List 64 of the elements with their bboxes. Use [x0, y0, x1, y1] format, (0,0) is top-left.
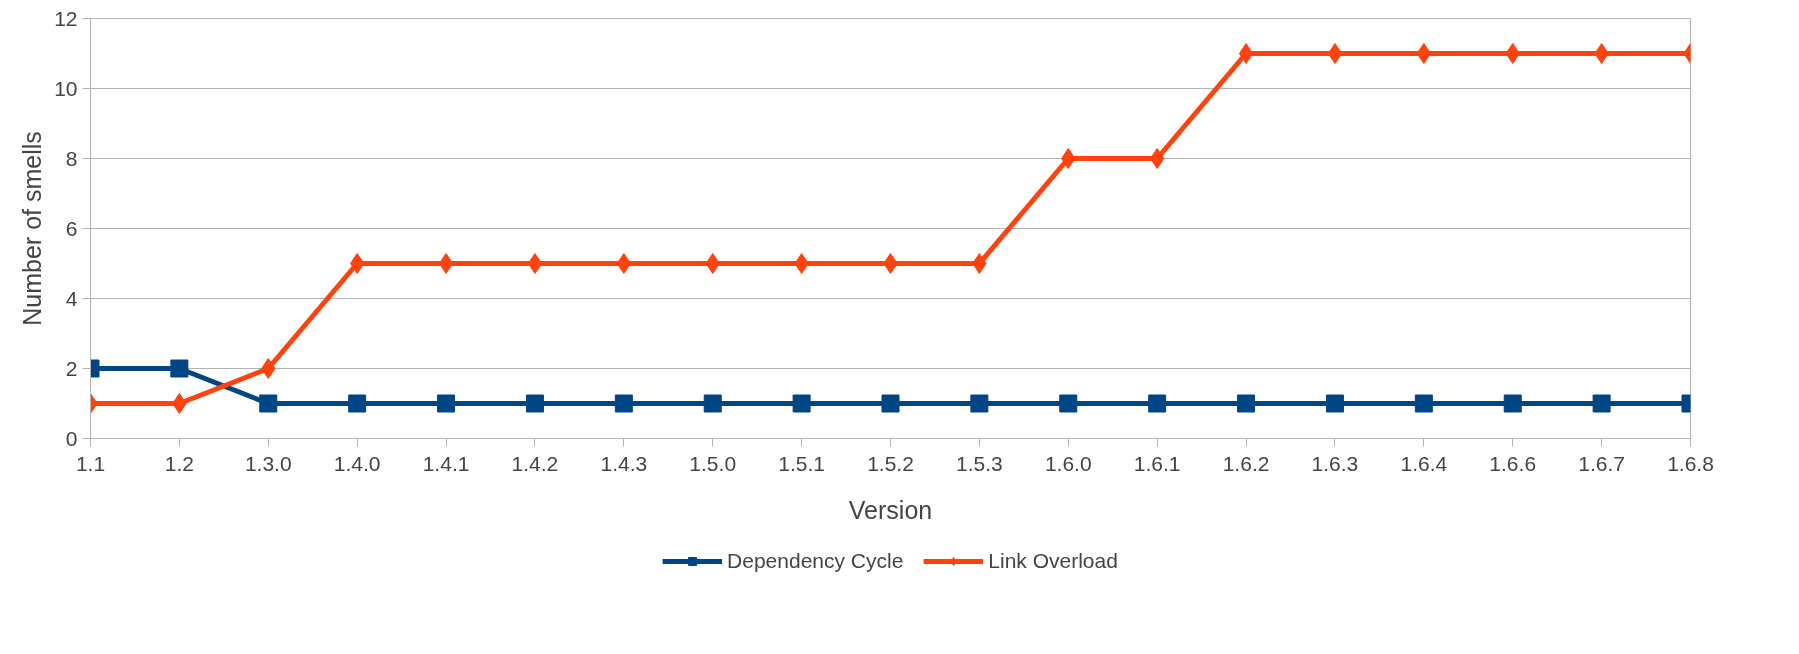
x-tick-label: 1.4.1 — [422, 451, 470, 475]
point — [1148, 394, 1167, 413]
point — [1150, 148, 1165, 169]
x-tick-label: 1.5.1 — [778, 451, 825, 475]
legend-label: Dependency Cycle — [727, 549, 904, 573]
x-tick-label: 1.6.2 — [1222, 451, 1270, 475]
point — [972, 253, 987, 274]
y-tick-label: 10 — [54, 76, 78, 100]
x-tick-label: 1.5.0 — [689, 451, 737, 475]
x-tick-label: 1.4.0 — [333, 451, 381, 475]
x-tick-label: 1.4.2 — [511, 451, 559, 475]
point — [970, 394, 989, 413]
x-tick-label: 1.6.7 — [1578, 451, 1625, 475]
x-tick-label: 1.1 — [75, 451, 106, 475]
y-tick-label: 6 — [65, 216, 78, 240]
point — [616, 253, 631, 274]
point — [1059, 394, 1078, 413]
point — [1237, 394, 1256, 413]
point — [1503, 394, 1522, 413]
point — [705, 253, 720, 274]
x-tick-label: 1.6.0 — [1044, 451, 1092, 475]
y-tick-label: 0 — [65, 426, 78, 450]
y-tick-label: 2 — [65, 356, 78, 380]
y-tick-label: 4 — [65, 286, 78, 310]
point — [259, 394, 278, 413]
y-axis-title: Number of smells — [18, 131, 47, 326]
point — [527, 253, 543, 274]
legend-label: Link Overload — [988, 549, 1118, 573]
point — [1594, 43, 1609, 64]
point — [437, 394, 456, 413]
point — [348, 394, 367, 413]
point — [703, 394, 722, 413]
point — [1505, 43, 1520, 64]
point — [792, 394, 811, 413]
x-tick-label: 1.3.0 — [244, 451, 292, 475]
point — [794, 253, 809, 274]
x-tick-label: 1.6.6 — [1489, 451, 1537, 475]
point — [1325, 394, 1344, 413]
point — [170, 359, 189, 378]
x-axis-title: Version — [848, 495, 933, 524]
point — [614, 394, 633, 413]
x-tick-label: 1.2 — [164, 451, 194, 475]
point — [1592, 394, 1611, 413]
point — [1414, 394, 1433, 413]
x-tick-label: 1.5.2 — [867, 451, 914, 475]
x-tick-label: 1.4.3 — [600, 451, 648, 475]
x-tick-label: 1.6.4 — [1400, 451, 1448, 475]
x-tick-label: 1.6.1 — [1133, 451, 1181, 475]
x-tick-label: 1.5.3 — [956, 451, 1003, 475]
point — [881, 394, 900, 413]
point — [525, 394, 544, 413]
y-tick-label: 12 — [54, 6, 78, 30]
point — [1416, 43, 1431, 64]
point — [261, 358, 276, 379]
point — [1238, 43, 1254, 64]
y-tick-label: 8 — [65, 146, 78, 170]
point — [1061, 148, 1076, 169]
x-tick-label: 1.6.8 — [1667, 451, 1714, 475]
point — [438, 253, 454, 274]
point — [172, 393, 187, 414]
point — [350, 253, 365, 274]
point — [883, 253, 898, 274]
point — [1327, 43, 1343, 64]
x-tick-label: 1.6.3 — [1311, 451, 1359, 475]
